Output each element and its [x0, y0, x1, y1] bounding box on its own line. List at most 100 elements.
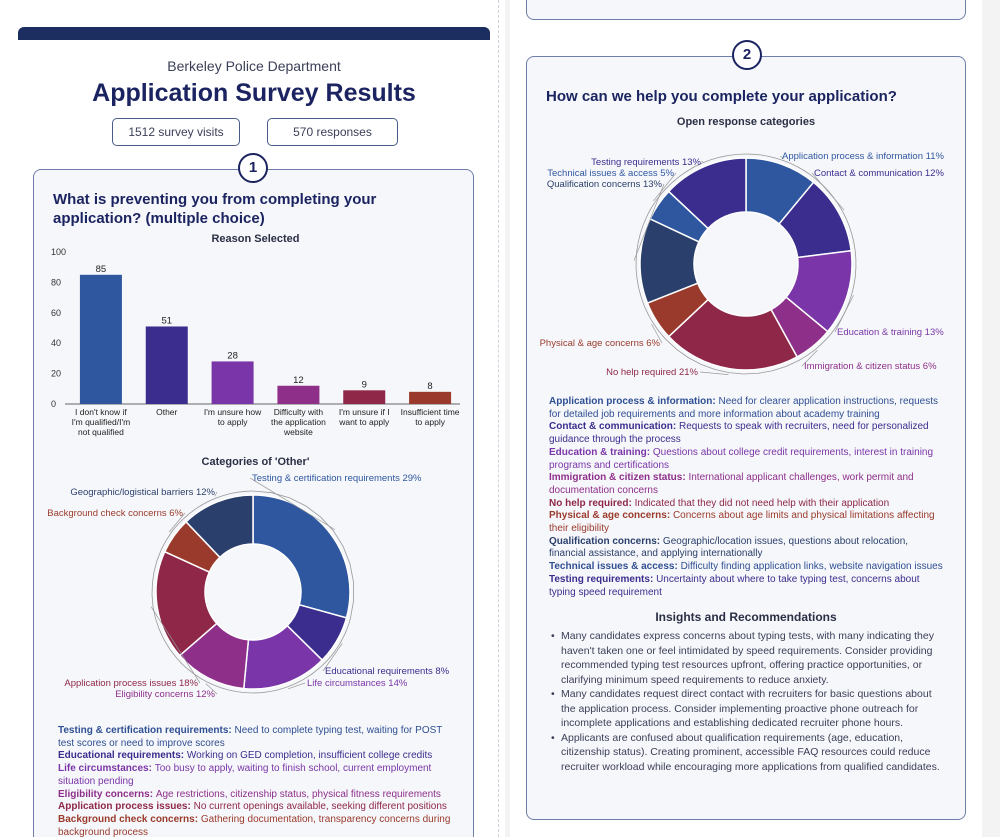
- column-divider: [498, 0, 499, 837]
- pie-slice-label: Geographic/logistical barriers 12%: [70, 487, 215, 498]
- pie-leader: [779, 155, 785, 159]
- pie-leader: [322, 643, 343, 672]
- legend-item: Technical issues & access: Difficulty fi…: [549, 561, 944, 574]
- legend-item: Qualification concerns: Geographic/locat…: [549, 536, 944, 561]
- pie-slice-label: No help required 21%: [606, 367, 698, 378]
- legend-item-text: Difficulty finding application links, we…: [680, 561, 943, 573]
- pie-bracket: [815, 178, 856, 251]
- legend-item-label: Eligibility concerns:: [58, 788, 156, 800]
- pie-bracket: [830, 250, 857, 335]
- legend-item-label: Testing & certification requirements:: [58, 725, 235, 736]
- x-tick-label: Difficulty with: [274, 407, 324, 417]
- x-tick-label: the application: [271, 417, 326, 427]
- y-tick-label: 80: [51, 277, 61, 287]
- x-tick-label: I'm unsure how: [204, 407, 262, 417]
- bar: [277, 385, 320, 404]
- pie-bracket: [324, 618, 351, 664]
- legend-item-label: Contact & communication:: [549, 421, 680, 433]
- y-tick-label: 40: [51, 338, 61, 348]
- legend-item-label: Physical & age concerns:: [549, 510, 673, 522]
- legend-item-text: Too busy to apply, waiting to finish sch…: [58, 763, 432, 787]
- pie-slice-label: Educational requirements 8%: [325, 666, 450, 677]
- pie-leader: [168, 512, 186, 533]
- bar: [211, 361, 254, 404]
- responses-badge: 570 responses: [267, 118, 398, 146]
- legend-item-text: Questions about college credit requireme…: [549, 446, 934, 471]
- x-tick-label: website: [283, 427, 313, 437]
- pie-leader: [249, 477, 336, 530]
- pie-bracket: [643, 304, 667, 340]
- pie-slice-label: Testing & certification requirements 29%: [252, 473, 422, 484]
- pie-slice-label: Qualification concerns 13%: [547, 179, 663, 190]
- x-tick-label: Other: [156, 407, 177, 417]
- legend-item-text: Gathering documentation, transparency co…: [58, 813, 451, 837]
- pie-leader: [801, 350, 818, 367]
- legend-item: No help required: Indicated that they di…: [549, 498, 944, 511]
- pie-bracket: [665, 339, 800, 375]
- header-bar: [18, 27, 490, 40]
- bar-value-label: 28: [227, 350, 238, 361]
- bar-value-label: 9: [362, 379, 367, 390]
- legend-item-label: Immigration & citizen status:: [549, 472, 689, 484]
- legend-item: Testing & certification requirements: Ne…: [58, 725, 458, 750]
- pie-chart-2-title: Open response categories: [676, 116, 816, 128]
- y-tick-label: 100: [51, 247, 66, 257]
- pie-slice: [667, 157, 747, 230]
- pie-leader: [811, 172, 845, 211]
- section-1-question: What is preventing you from completing y…: [53, 191, 377, 227]
- legend-item-text: Geographic/location issues, questions ab…: [549, 535, 909, 560]
- legend-item-text: International applicant challenges, work…: [549, 472, 914, 496]
- pie-bracket: [183, 490, 254, 520]
- legend-item: Testing requirements: Uncertainty about …: [549, 574, 944, 599]
- legend-item: Education & training: Questions about co…: [549, 447, 944, 472]
- department-name: Berkeley Police Department: [167, 58, 341, 74]
- legend-item-text: Concerns about age limits and physical l…: [549, 510, 935, 535]
- section-2-legend: Application process & information: Need …: [549, 396, 944, 599]
- legend-item: Immigration & citizen status: Internatio…: [549, 472, 944, 497]
- legend-item-label: Technical issues & access:: [549, 561, 681, 573]
- legend-item-text: Uncertainty about where to take typing t…: [549, 573, 920, 598]
- pie-slice-label: Contact & communication 12%: [814, 168, 944, 179]
- pie-bracket: [151, 549, 178, 659]
- legend-item-label: Life circumstances:: [58, 763, 155, 775]
- x-tick-label: to apply: [218, 417, 249, 427]
- legend-item-label: Educational requirements:: [58, 750, 187, 762]
- pie-bracket: [635, 217, 647, 305]
- legend-item-text: Need to complete typing test, waiting fo…: [58, 725, 443, 749]
- legend-item: Background check concerns: Gathering doc…: [58, 814, 458, 837]
- bar: [145, 326, 188, 404]
- bar-value-label: 51: [161, 315, 172, 326]
- pie-slice-label: Testing requirements 13%: [591, 157, 701, 168]
- pie-chart-1-title: Categories of 'Other': [201, 456, 310, 468]
- x-tick-label: Insufficient time: [401, 407, 460, 417]
- pie-slice-label: Life circumstances 14%: [307, 678, 408, 689]
- legend-item: Physical & age concerns: Concerns about …: [549, 510, 944, 535]
- legend-item: Contact & communication: Requests to spe…: [549, 421, 944, 446]
- survey-visits-badge: 1512 survey visits: [112, 118, 240, 146]
- pie-slice: [252, 494, 351, 619]
- y-tick-label: 20: [51, 369, 61, 379]
- pie-slice-label: Physical & age concerns 6%: [540, 338, 661, 349]
- pie-slice-label: Technical issues & access 5%: [547, 168, 674, 179]
- legend-item: Educational requirements: Working on GED…: [58, 750, 458, 763]
- bar-value-label: 85: [96, 264, 107, 275]
- x-tick-label: not qualified: [78, 427, 124, 437]
- x-tick-label: to apply: [415, 417, 446, 427]
- pie-bracket: [665, 153, 747, 189]
- legend-item-label: Testing requirements:: [549, 573, 657, 585]
- y-tick-label: 0: [51, 399, 56, 409]
- legend-item-label: Background check concerns:: [58, 813, 201, 825]
- pie-bracket: [160, 518, 184, 551]
- legend-item: Eligibility concerns: Age restrictions, …: [58, 789, 458, 802]
- bar-value-label: 12: [293, 375, 304, 386]
- y-tick-label: 60: [51, 308, 61, 318]
- bar-chart-title: Reason Selected: [211, 233, 300, 245]
- pie-slice-label: Education & training 13%: [837, 327, 944, 338]
- pie-chart-other-categories: Testing & certification requirements 29%…: [47, 473, 450, 700]
- bar: [409, 391, 452, 404]
- x-tick-label: I don't know if: [75, 407, 127, 417]
- pie-leader: [651, 323, 663, 344]
- insights-title: Insights and Recommendations: [655, 610, 837, 624]
- bar-chart: 0 20 40 60 80 100 85 I don't know ifI'm qualifi…: [51, 247, 460, 437]
- pie-bracket: [745, 153, 817, 180]
